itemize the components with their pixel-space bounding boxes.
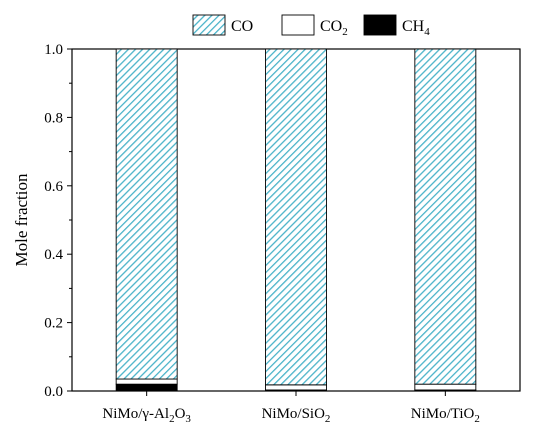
y-tick-label: 0.2 <box>44 316 63 332</box>
y-axis-title: Mole fraction <box>12 173 31 266</box>
legend-swatch-co <box>192 14 226 36</box>
bar-co2-1 <box>115 378 178 385</box>
x-tick-label-1: NiMo/γ-Al2O3 <box>102 406 191 425</box>
plot-area <box>71 48 521 392</box>
bar-co2-2 <box>265 384 327 391</box>
legend-label-ch4: CH4 <box>402 18 430 38</box>
x-tick-label-3: NiMo/TiO2 <box>411 406 480 425</box>
bar-co-1 <box>115 48 178 380</box>
y-tick-label: 0.0 <box>44 384 63 400</box>
legend-swatch-co2 <box>281 14 315 36</box>
bar-ch4-1 <box>115 383 178 392</box>
y-tick-label: 0.6 <box>44 179 63 195</box>
legend-swatch-ch4 <box>363 14 397 36</box>
legend: CO CO2 CH4 <box>192 14 430 38</box>
y-tick-label: 0.8 <box>44 110 63 126</box>
y-axis: 0.0 0.2 0.4 0.6 0.8 1.0 <box>44 42 72 400</box>
y-tick-label: 1.0 <box>44 42 63 58</box>
bar-co-3 <box>414 48 477 385</box>
x-axis: NiMo/γ-Al2O3 NiMo/SiO2 NiMo/TiO2 <box>102 391 480 425</box>
legend-label-co: CO <box>231 18 253 35</box>
legend-label-co2: CO2 <box>320 18 348 38</box>
y-tick-label: 0.4 <box>44 247 63 263</box>
bar-co2-3 <box>414 383 477 391</box>
bar-co-2 <box>265 48 327 386</box>
x-tick-label-2: NiMo/SiO2 <box>262 406 331 425</box>
